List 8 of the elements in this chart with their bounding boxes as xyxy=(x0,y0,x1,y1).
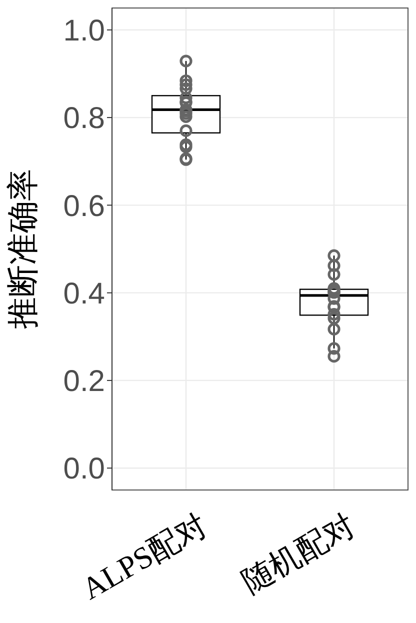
y-tick-label: 0.2 xyxy=(63,365,105,398)
y-axis-title: 推断准确率 xyxy=(3,169,42,329)
y-tick-label: 0.4 xyxy=(63,277,105,310)
y-tick-label: 0.8 xyxy=(63,102,105,136)
y-tick-label: 0.0 xyxy=(63,452,105,486)
y-tick-label: 0.6 xyxy=(63,190,105,223)
y-tick-label: 1.0 xyxy=(63,14,105,48)
x-tick-label: 随机配对 xyxy=(236,507,361,600)
